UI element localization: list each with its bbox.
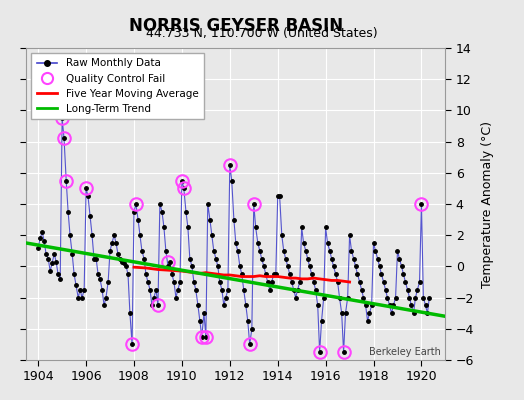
Legend: Raw Monthly Data, Quality Control Fail, Five Year Moving Average, Long-Term Tren: Raw Monthly Data, Quality Control Fail, … <box>31 53 204 119</box>
Y-axis label: Temperature Anomaly (°C): Temperature Anomaly (°C) <box>481 120 494 288</box>
Title: NORRIS GEYSER BASIN: NORRIS GEYSER BASIN <box>129 17 343 35</box>
Text: Berkeley Earth: Berkeley Earth <box>369 347 441 357</box>
Text: 44.733 N, 110.700 W (United States): 44.733 N, 110.700 W (United States) <box>146 28 378 40</box>
